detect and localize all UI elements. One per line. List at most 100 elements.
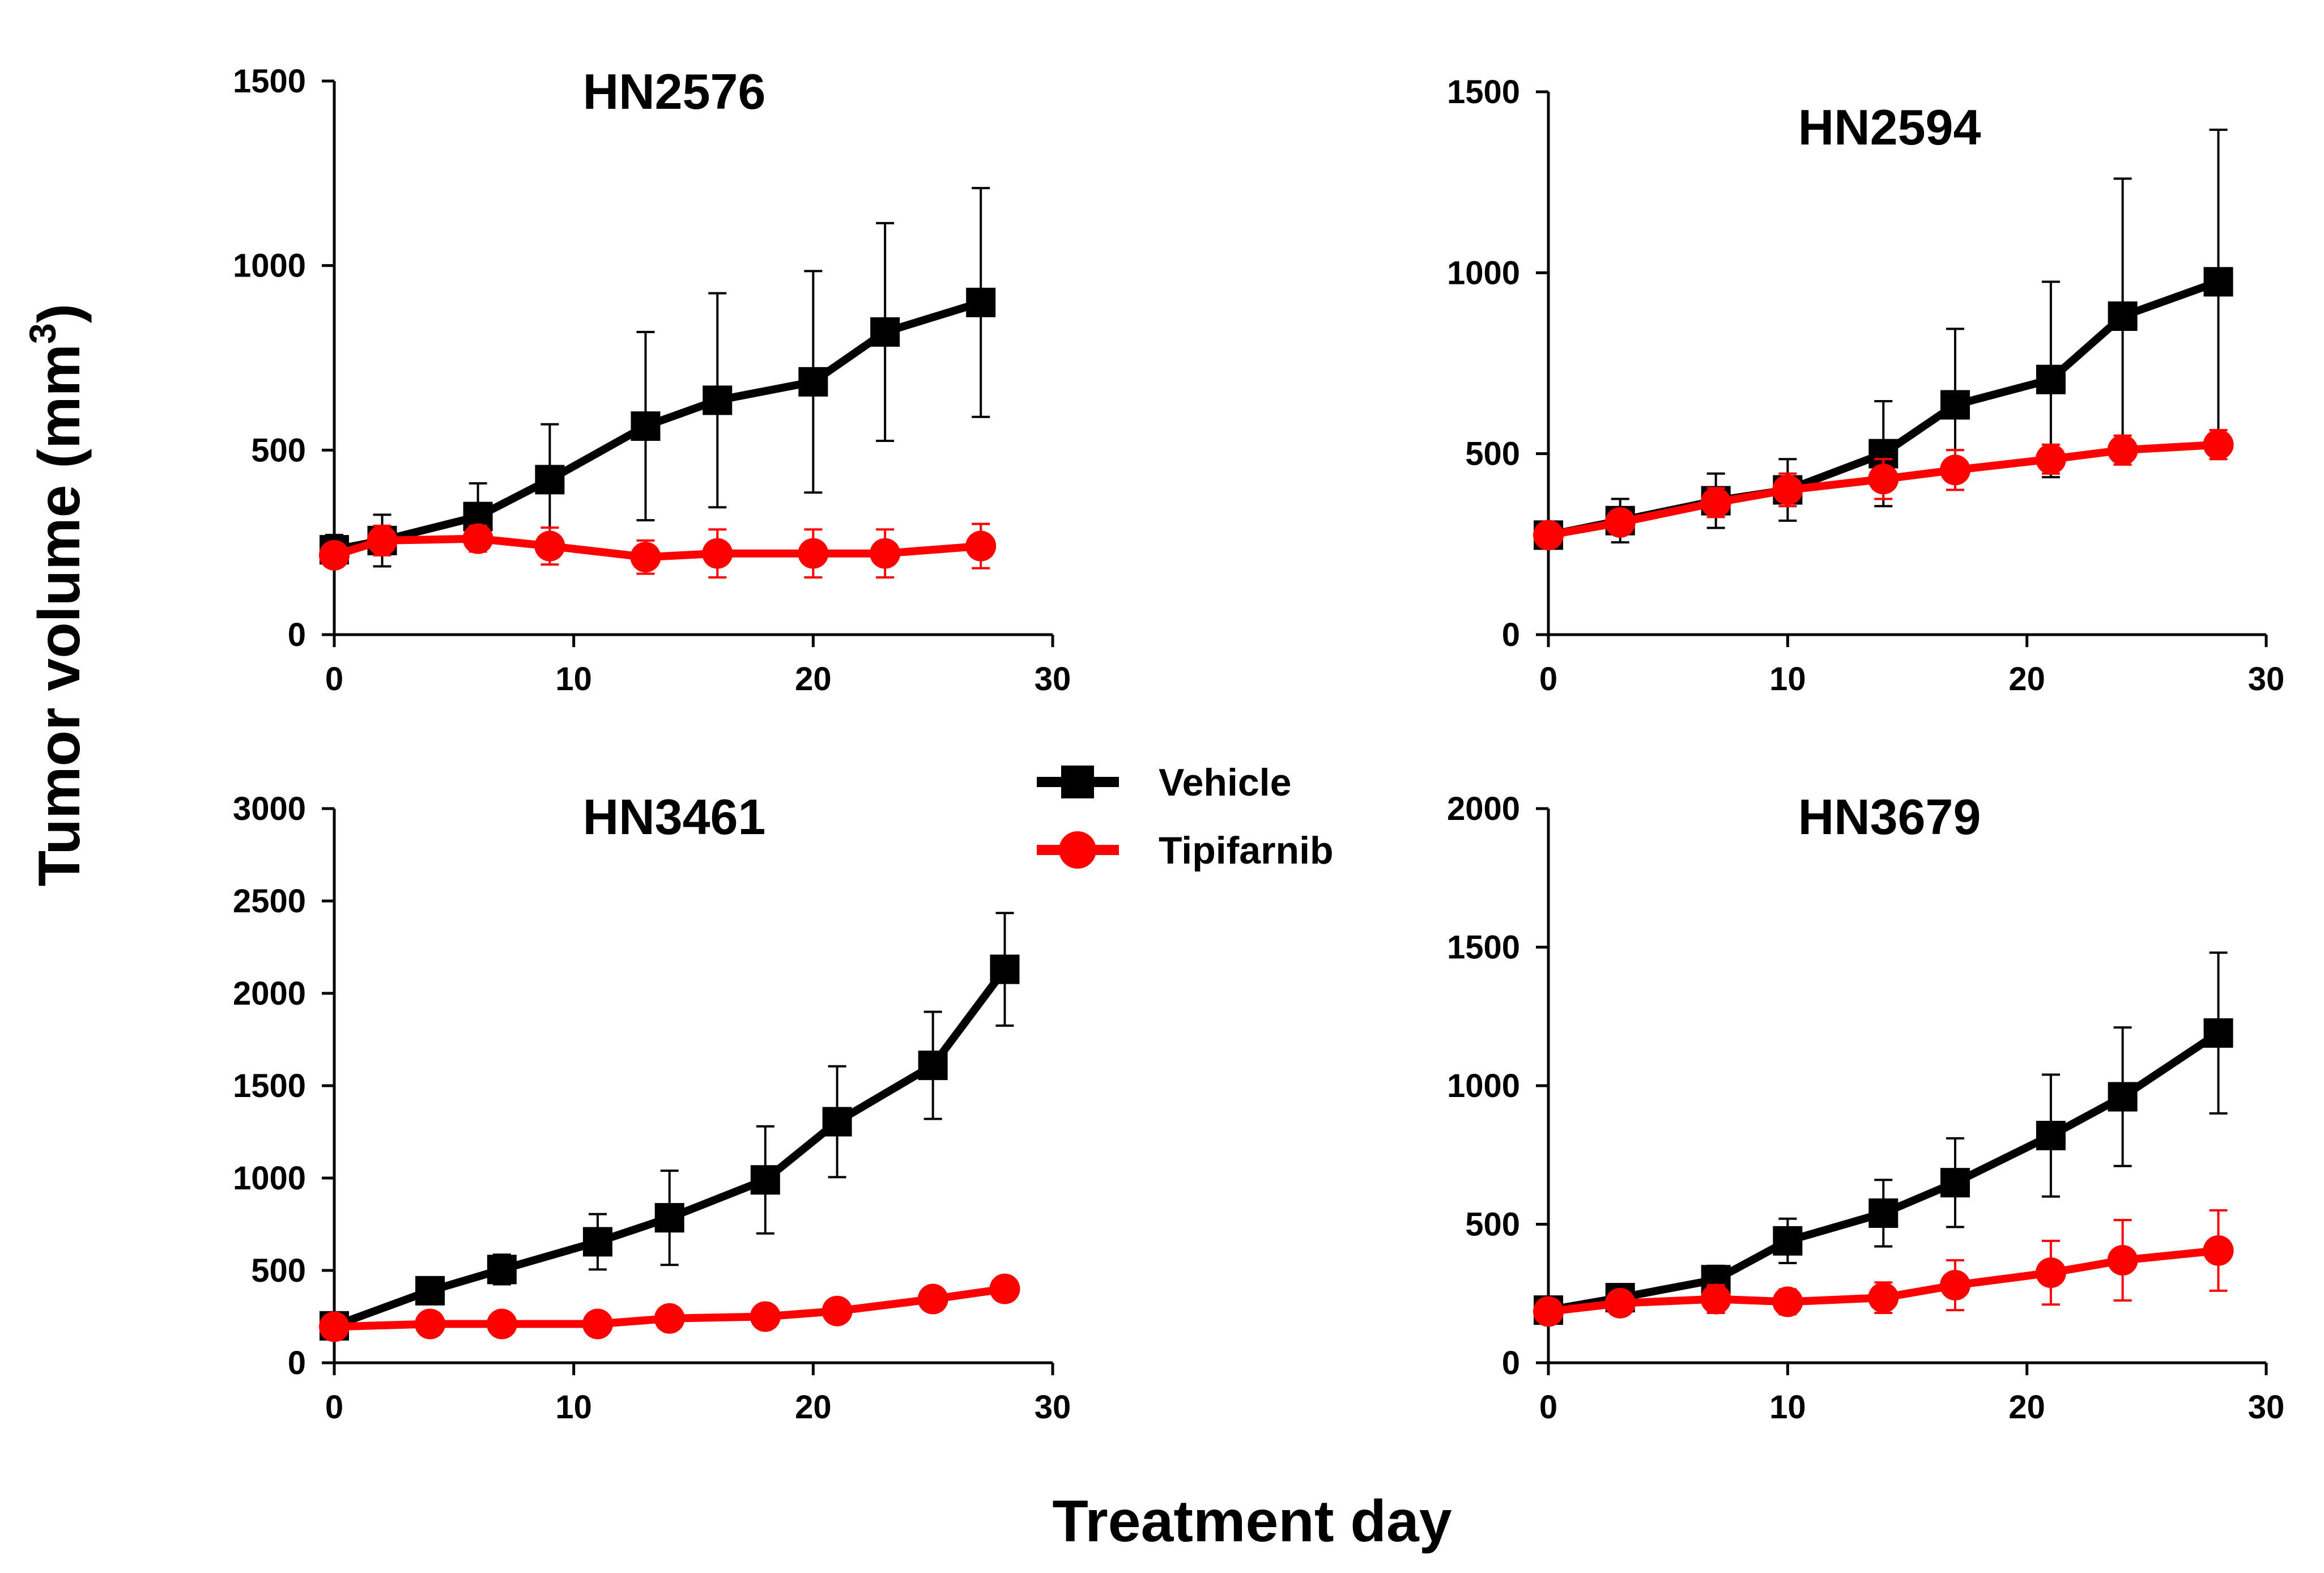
hn3461-tipifarnib-point <box>750 1301 781 1332</box>
hn2594-tipifarnib-point <box>1604 507 1636 538</box>
hn2594-tipifarnib-point <box>2035 444 2066 475</box>
hn2594-x-tick-label: 0 <box>1539 661 1557 698</box>
hn3679-vehicle-point <box>1868 1198 1899 1228</box>
hn3461-tipifarnib-point <box>822 1295 853 1327</box>
hn3679-tipifarnib-point <box>2035 1257 2066 1289</box>
hn2576-x-tick-label: 20 <box>795 661 832 698</box>
panel-hn3461: HN3461 0 500 1000 1500 2000 2500 3000 0 10 20 30 <box>233 789 1071 1426</box>
legend-item-vehicle: Vehicle <box>1037 761 1291 804</box>
panel-hn2576: HN2576 0 500 1000 1500 0 10 20 30 <box>233 63 1071 698</box>
hn3679-y-tick-label: 0 <box>1502 1345 1520 1381</box>
hn3679-vehicle-point <box>2203 1018 2233 1048</box>
hn3461-tipifarnib-point <box>654 1303 685 1334</box>
hn3461-vehicle-point <box>822 1107 852 1137</box>
hn2594-tipifarnib-point <box>1533 520 1564 551</box>
hn2576-x-tick-label: 10 <box>555 661 592 698</box>
hn2594-x-tick-label: 10 <box>1769 661 1806 698</box>
hn2576-x-tick-label: 30 <box>1035 661 1071 698</box>
hn2576-vehicle-point <box>535 465 565 495</box>
hn3679-tipifarnib-point <box>1772 1286 1803 1317</box>
hn3461-tipifarnib-point <box>319 1311 350 1342</box>
hn3679-tipifarnib-point <box>1604 1287 1636 1319</box>
hn3679-y-tick-label: 500 <box>1465 1206 1520 1243</box>
hn3461-tipifarnib-point <box>486 1308 517 1340</box>
hn2594-vehicle-point <box>2036 364 2066 394</box>
hn2576-y-tick-label: 1000 <box>233 248 306 284</box>
hn2576-y-tick-label: 500 <box>251 432 306 469</box>
hn2594-title: HN2594 <box>1798 99 1981 155</box>
y-axis-label-main: Tumor volume (mm <box>27 344 92 886</box>
legend-item-tipifarnib: Tipifarnib <box>1037 829 1334 872</box>
hn3461-vehicle-point <box>487 1255 517 1285</box>
hn3679-tipifarnib-point <box>1868 1282 1899 1313</box>
hn3461-vehicle-point <box>750 1165 780 1195</box>
hn2576-vehicle-point <box>798 367 828 397</box>
hn3461-tipifarnib-point <box>582 1308 613 1340</box>
hn2594-vehicle-point <box>2108 301 2138 331</box>
hn2594-tipifarnib-point <box>2203 429 2234 460</box>
x-axis-label: Treatment day <box>1052 1489 1452 1554</box>
hn3679-tipifarnib-point <box>2203 1235 2234 1266</box>
hn2576-tipifarnib-point <box>965 530 997 562</box>
hn3461-vehicle-point <box>582 1227 612 1257</box>
panel-hn3679: HN3679 0 500 1000 1500 2000 0 10 20 30 <box>1447 789 2284 1426</box>
legend: Vehicle Tipifarnib <box>1037 761 1334 872</box>
hn2576-tipifarnib-point <box>462 523 493 554</box>
hn3679-tipifarnib-point <box>1939 1270 1970 1301</box>
hn3679-vehicle-point <box>1940 1168 1970 1198</box>
hn3679-x-tick-label: 20 <box>2008 1389 2045 1426</box>
hn3461-x-tick-label: 10 <box>555 1389 592 1426</box>
hn3679-tipifarnib-point <box>1533 1296 1564 1327</box>
hn2594-y-tick-label: 1000 <box>1447 254 1520 291</box>
y-axis-label-superscript: 3 <box>22 323 63 344</box>
y-axis-label: Tumor volume (mm3) <box>22 304 92 887</box>
legend-tipifarnib-marker <box>1059 831 1096 869</box>
hn3461-y-tick-label: 1500 <box>233 1068 306 1104</box>
hn2594-tipifarnib-point <box>1772 474 1803 505</box>
hn3461-tipifarnib-point <box>415 1308 446 1340</box>
hn2594-y-tick-label: 1500 <box>1447 74 1520 110</box>
hn2594-tipifarnib-point <box>1939 454 1970 486</box>
hn3679-vehicle-point <box>1773 1226 1803 1256</box>
hn2576-tipifarnib-point <box>319 539 350 571</box>
hn2576-tipifarnib-point <box>534 530 565 562</box>
hn2576-tipifarnib-point <box>798 538 829 569</box>
hn3461-x-tick-label: 30 <box>1035 1389 1071 1426</box>
hn3679-vehicle-point <box>2036 1121 2066 1151</box>
hn3461-x-tick-label: 20 <box>795 1389 832 1426</box>
hn2594-y-tick-label: 0 <box>1502 617 1520 653</box>
hn3461-x-tick-label: 0 <box>325 1389 343 1426</box>
hn3461-y-tick-label: 1000 <box>233 1160 306 1197</box>
legend-tipifarnib-label: Tipifarnib <box>1159 829 1334 872</box>
hn2576-x-tick-label: 0 <box>325 661 343 698</box>
hn3679-x-tick-label: 30 <box>2248 1389 2285 1426</box>
hn3679-y-tick-label: 2000 <box>1447 790 1520 827</box>
hn3679-y-tick-label: 1500 <box>1447 929 1520 966</box>
hn3679-tipifarnib-series <box>1533 1209 2234 1327</box>
hn2576-tipifarnib-point <box>702 538 733 569</box>
hn3461-tipifarnib-point <box>989 1273 1020 1304</box>
hn3679-tipifarnib-point <box>1700 1283 1731 1315</box>
hn2576-tipifarnib-series <box>319 522 997 579</box>
hn3679-vehicle-point <box>2108 1082 2138 1112</box>
hn2594-x-tick-label: 30 <box>2248 661 2285 698</box>
hn3461-vehicle-point <box>415 1276 445 1306</box>
hn3461-tipifarnib-point <box>917 1283 948 1315</box>
legend-vehicle-label: Vehicle <box>1159 761 1291 804</box>
hn3461-y-tick-label: 2500 <box>233 883 306 920</box>
hn3461-title: HN3461 <box>583 789 766 845</box>
hn2576-vehicle-point <box>631 411 661 441</box>
hn3679-y-tick-label: 1000 <box>1447 1068 1520 1104</box>
hn3679-x-tick-label: 10 <box>1769 1389 1806 1426</box>
hn2594-tipifarnib-series <box>1533 429 2234 551</box>
hn3461-vehicle-point <box>654 1203 684 1233</box>
hn2576-tipifarnib-point <box>870 538 901 569</box>
hn3461-y-tick-label: 3000 <box>233 790 306 827</box>
hn2576-vehicle-point <box>966 287 996 317</box>
hn3461-y-tick-label: 0 <box>288 1345 306 1381</box>
legend-vehicle-marker <box>1061 766 1094 798</box>
hn3461-vehicle-point <box>918 1051 948 1081</box>
hn2594-tipifarnib-point <box>2107 435 2138 466</box>
hn2594-vehicle-point <box>1940 390 1970 420</box>
